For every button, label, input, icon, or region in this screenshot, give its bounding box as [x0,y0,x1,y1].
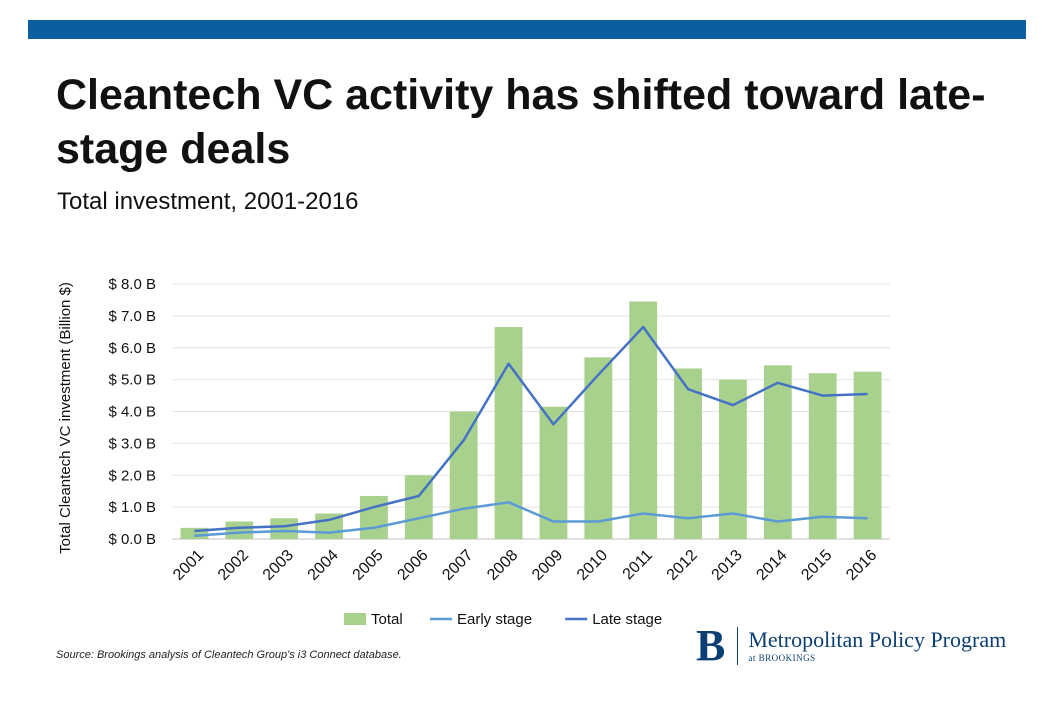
bar-total-2012 [674,368,702,539]
bar-total-2005 [360,495,388,539]
bar-total-2010 [584,357,613,539]
header-accent-bar [28,20,1026,39]
bar-total-2015 [808,373,837,539]
brand-subtitle: at BROOKINGS [748,653,816,663]
series-lines [194,325,868,538]
y-tick-label: $ 8.0 B [108,276,156,293]
x-tick-label: 2010 [574,547,611,584]
bar-total-2003 [270,518,299,539]
y-tick-label: $ 0.0 B [108,531,156,548]
y-tick-label: $ 2.0 B [108,467,156,484]
x-tick-labels: 2001 2002 2003 2004 2005 2006 2007 2008 2009 2010… [170,547,880,584]
x-tick-label: 2009 [529,547,566,584]
x-tick-label: 2008 [484,547,521,584]
x-tick-label: 2005 [350,547,387,584]
brand-mark: B [696,621,726,670]
y-tick-label: $ 6.0 B [108,340,156,357]
bar-total-2002 [225,521,254,539]
x-tick-label: 2004 [305,547,342,584]
x-tick-label: 2001 [170,547,207,584]
x-tick-label: 2015 [798,547,835,584]
y-tick-label: $ 4.0 B [108,404,156,421]
y-tick-label: $ 1.0 B [108,499,156,516]
brand-text: Metropolitan Policy Program at BROOKINGS [748,628,1006,664]
legend-label-total: Total [371,611,403,628]
y-tick-label: $ 3.0 B [108,435,156,452]
bar-total-2016 [853,371,882,539]
line-late-stage [194,325,868,533]
bar-total-2009 [539,406,568,539]
brand-divider [737,627,739,665]
bar-total-2014 [763,365,792,539]
y-tick-label: $ 7.0 B [108,308,156,325]
x-tick-label: 2016 [843,547,880,584]
x-tick-label: 2003 [260,547,297,584]
legend-label-early-stage: Early stage [457,611,532,628]
x-tick-label: 2013 [709,547,746,584]
y-tick-label: $ 5.0 B [108,372,156,389]
line-early-stage [194,501,868,538]
bar-total-2007 [449,411,478,539]
y-axis-label: Total Cleantech VC investment (Billion $… [57,282,74,554]
brand-name: Metropolitan Policy Program [748,627,1007,652]
legend-label-late-stage: Late stage [592,611,662,628]
total-bars [180,301,882,539]
y-tick-labels: $ 0.0 B $ 1.0 B $ 2.0 B $ 3.0 B $ 4.0 B $ 5.0… [108,276,156,548]
legend-swatch-total [344,613,366,625]
x-tick-label: 2006 [394,547,431,584]
source-note: Source: Brookings analysis of Cleantech … [56,649,402,661]
chart-subtitle: Total investment, 2001-2016 [57,188,359,215]
x-tick-label: 2012 [664,547,701,584]
x-tick-label: 2014 [753,547,790,584]
chart-title: Cleantech VC activity has shifted toward… [56,71,986,173]
legend: Total Early stage Late stage [344,611,662,628]
x-tick-label: 2011 [620,547,656,583]
brand-logo: B Metropolitan Policy Program at BROOKIN… [696,624,1006,668]
x-tick-label: 2007 [439,547,476,584]
x-tick-label: 2002 [215,547,252,584]
bar-total-2001 [180,527,209,539]
